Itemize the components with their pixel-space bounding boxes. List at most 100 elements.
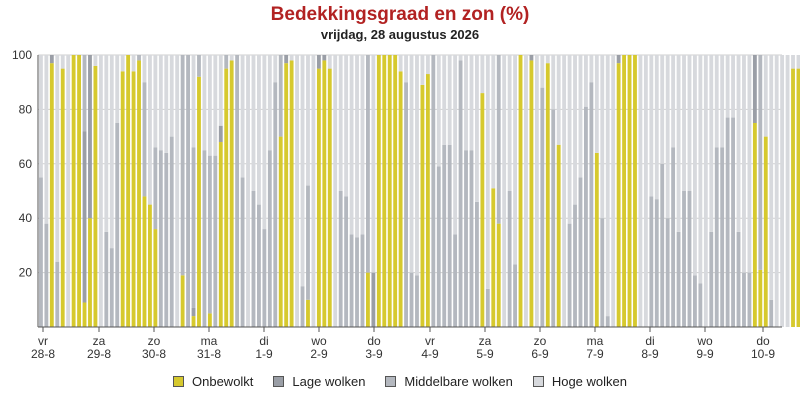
bar-segment-middelbare	[540, 87, 545, 327]
x-tick-weekday: do	[367, 334, 381, 348]
bar-segment-hoge	[158, 55, 163, 151]
bar-segment-hoge	[425, 55, 430, 75]
bar-segment-middelbare	[158, 150, 163, 327]
bar-segment-hoge	[404, 55, 408, 83]
bar-segment-onbewolkt	[496, 223, 501, 327]
bar-segment-middelbare	[507, 191, 512, 327]
x-tick-date: 6-9	[531, 347, 549, 361]
bar-segment-onbewolkt	[49, 63, 54, 327]
bar-segment-middelbare	[671, 147, 676, 327]
bar-segment-lage	[191, 307, 196, 317]
bar-segment-hoge	[409, 55, 414, 273]
legend-swatch	[273, 376, 285, 387]
bar-segment-hoge	[175, 55, 180, 327]
bar-segment-middelbare	[349, 234, 354, 327]
bar-segment-hoge	[360, 55, 365, 235]
bar-segment-hoge	[605, 55, 610, 317]
bar-segment-middelbare	[736, 231, 741, 327]
bar-segment-hoge	[785, 55, 790, 327]
bar-segment-hoge	[66, 55, 71, 327]
bar-segment-hoge	[218, 55, 223, 126]
y-tick-label: 100	[12, 48, 32, 62]
bar-segment-hoge	[654, 55, 659, 200]
bar-segment-hoge	[556, 55, 561, 145]
bar-segment-middelbare	[469, 150, 474, 327]
bar-segment-hoge	[142, 55, 147, 83]
bar-segment-hoge	[338, 55, 343, 191]
legend-swatch	[173, 376, 184, 387]
legend-label: Hoge wolken	[551, 374, 627, 389]
bar-segment-middelbare	[589, 82, 594, 327]
bar-segment-middelbare	[39, 177, 43, 327]
bar-segment-middelbare	[453, 234, 458, 327]
bar-segment-hoge	[747, 55, 752, 273]
bar-segment-middelbare	[409, 272, 414, 327]
bar-segment-lage	[371, 272, 376, 327]
bar-segment-hoge	[120, 55, 125, 72]
bar-segment-hoge	[796, 55, 800, 69]
bar-segment-hoge	[731, 55, 735, 118]
bar-segment-middelbare	[687, 191, 692, 327]
bar-segment-hoge	[442, 55, 447, 145]
x-tick-weekday: di	[645, 334, 654, 348]
bar-segment-onbewolkt	[60, 68, 65, 327]
bar-segment-onbewolkt	[763, 136, 768, 327]
y-tick-label: 80	[19, 102, 33, 116]
bar-segment-hoge	[469, 55, 474, 151]
x-tick-weekday: wo	[310, 334, 327, 348]
bar-segment-hoge	[676, 55, 681, 232]
bar-segment-middelbare	[731, 117, 735, 327]
legend: Onbewolkt Lage wolken Middelbare wolken Hog…	[0, 374, 800, 389]
bar-segment-hoge	[109, 55, 114, 249]
bar-segment-hoge	[207, 55, 212, 156]
bar-segment-onbewolkt	[633, 55, 637, 327]
bar-segment-middelbare	[207, 155, 212, 314]
bar-segment-middelbare	[573, 204, 577, 327]
bar-segment-lage	[752, 55, 757, 123]
bar-segment-hoge	[665, 55, 670, 219]
bar-segment-hoge	[742, 55, 746, 273]
bar-segment-middelbare	[475, 201, 479, 327]
bar-segment-hoge	[273, 55, 278, 83]
bar-segment-onbewolkt	[529, 60, 534, 327]
x-tick-date: 30-8	[142, 347, 166, 361]
bar-segment-hoge	[464, 55, 468, 151]
bar-segment-middelbare	[44, 223, 49, 327]
bar-segment-hoge	[39, 55, 43, 178]
x-tick-date: 1-9	[255, 347, 273, 361]
bar-segment-middelbare	[551, 109, 556, 328]
bar-segment-onbewolkt	[752, 123, 757, 327]
x-tick-weekday: za	[479, 334, 492, 348]
bar-segment-middelbare	[513, 264, 517, 327]
bar-segment-hoge	[649, 55, 654, 197]
bar-segment-hoge	[545, 55, 550, 64]
bar-segment-middelbare	[180, 55, 185, 276]
x-tick-date: 29-8	[87, 347, 111, 361]
legend-label: Onbewolkt	[192, 374, 254, 389]
bar-segment-hoge	[594, 55, 599, 153]
legend-item-hoge: Hoge wolken	[532, 374, 627, 389]
bar-segment-hoge	[148, 55, 152, 205]
bar-segment-onbewolkt	[137, 60, 141, 327]
x-tick-date: 3-9	[365, 347, 383, 361]
bar-segment-hoge	[115, 55, 120, 123]
bar-segment-hoge	[698, 55, 703, 284]
bar-segment-middelbare	[109, 248, 114, 327]
chart-subtitle: vrijdag, 28 augustus 2026	[321, 27, 479, 42]
bar-segment-middelbare	[404, 82, 408, 327]
bar-segment-middelbare	[191, 147, 196, 308]
bar-segment-middelbare	[665, 218, 670, 327]
bar-segment-middelbare	[82, 55, 87, 132]
bar-segment-middelbare	[447, 144, 452, 327]
x-tick-date: 5-9	[476, 347, 494, 361]
bar-segment-middelbare	[649, 196, 654, 327]
bar-segment-onbewolkt	[387, 55, 392, 327]
bar-segment-onbewolkt	[224, 68, 229, 327]
bar-segment-hoge	[720, 55, 725, 148]
bar-segment-middelbare	[660, 163, 665, 327]
bar-segment-onbewolkt	[545, 63, 550, 327]
x-tick-weekday: vr	[425, 334, 435, 348]
bar-segment-hoge	[420, 55, 425, 85]
bar-segment-hoge	[600, 55, 605, 219]
bar-segment-hoge	[251, 55, 256, 191]
